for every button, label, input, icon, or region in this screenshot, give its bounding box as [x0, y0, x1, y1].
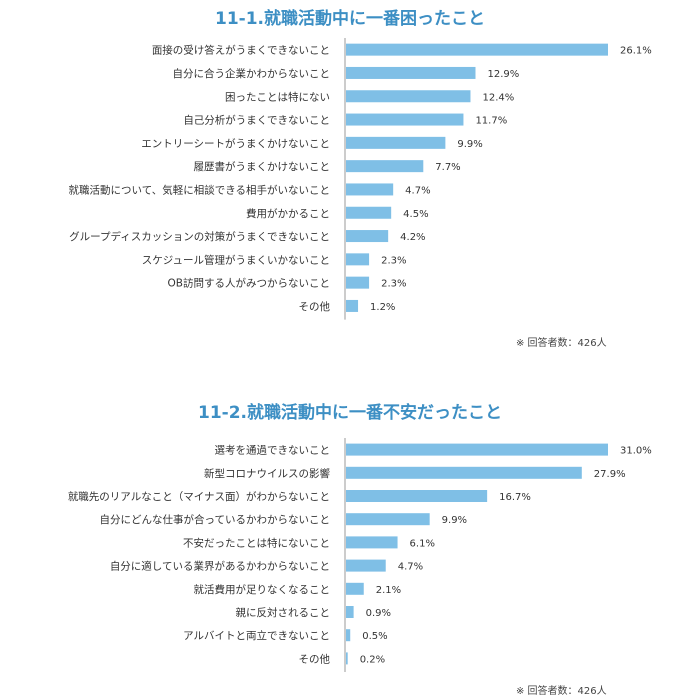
chart1-value-label: 9.9%: [457, 139, 482, 150]
chart1-bar: [346, 253, 370, 266]
chart1-value-label: 2.3%: [381, 279, 406, 290]
chart2-bar: [346, 629, 351, 642]
chart2-value-label: 27.9%: [594, 469, 626, 480]
chart1-category-label: 就職活動について、気軽に相談できる相手がいないこと: [69, 183, 330, 196]
chart2-value-label: 4.7%: [398, 562, 423, 573]
chart2-category-label: 選考を通過できないこと: [215, 444, 331, 457]
chart2-value-label: 9.9%: [442, 515, 467, 526]
chart1-category-label: 困ったことは特にない: [225, 91, 330, 103]
chart1-bar: [346, 113, 464, 126]
chart1-category-label: その他: [299, 300, 331, 313]
chart2-category-label: 自分にどんな仕事が合っているかわからないこと: [100, 513, 330, 526]
chart1-value-label: 26.1%: [620, 46, 652, 57]
chart2-bar: [346, 536, 398, 549]
chart2-category-label: 自分に適している業界があるかわからないこと: [110, 560, 330, 573]
chart2-footnote: ※ 回答者数：426人: [516, 686, 607, 697]
chart2-value-label: 6.1%: [410, 538, 435, 549]
chart2-category-label: その他: [299, 652, 331, 665]
chart2-value-label: 31.0%: [620, 446, 652, 457]
chart1-category-label: グループディスカッションの対策がうまくできないこと: [69, 230, 330, 243]
chart2-bar: [346, 606, 354, 618]
chart2-value-label: 0.9%: [366, 608, 391, 619]
chart1-category-label: 面接の受け答えがうまくできないこと: [152, 44, 330, 57]
chart1-svg: 面接の受け答えがうまくできないこと 26.1% 自分に合う企業かわからないこと 12.…: [69, 38, 652, 320]
chart1-bar: [346, 66, 476, 79]
chart2-value-label: 2.1%: [376, 585, 401, 596]
chart1-value-label: 7.7%: [435, 162, 460, 173]
chart1-category-label: 費用がかかること: [246, 207, 330, 220]
chart1-bar: [346, 276, 370, 289]
chart1-value-label: 2.3%: [381, 255, 406, 266]
chart1-category-label: スケジュール管理がうまくいかないこと: [142, 253, 330, 266]
chart1-bar: [346, 230, 389, 243]
chart1-value-label: 11.7%: [475, 116, 507, 127]
chart1-bar: [346, 90, 471, 103]
chart1-bar: [346, 43, 608, 56]
chart1-value-label: 1.2%: [370, 302, 395, 313]
chart2-category-label: 不安だったことは特にないこと: [183, 536, 330, 549]
chart1-category-label: エントリーシートがうまくかけないこと: [141, 137, 330, 150]
chart2-category-label: 就職先のリアルなこと（マイナス面）がわからないこと: [68, 490, 330, 503]
chart2-bar: [346, 513, 430, 526]
chart2-title: 11-2.就職活動中に一番不安だったこと: [198, 403, 502, 423]
chart2-bar: [346, 652, 348, 665]
chart1-bar: [346, 206, 392, 219]
chart1-bar: [346, 160, 424, 173]
chart1-value-label: 12.4%: [482, 92, 514, 103]
chart2-bar: [346, 443, 608, 456]
chart2-bar: [346, 466, 582, 479]
chart1-category-label: 自己分析がうまくできないこと: [183, 114, 330, 127]
chart1-bar: [346, 183, 394, 196]
chart1-value-label: 4.5%: [403, 209, 428, 220]
chart1-value-label: 4.2%: [400, 232, 425, 243]
chart1-bar: [346, 299, 359, 312]
chart2-bar: [346, 490, 488, 502]
chart2-category-label: 就活費用が足りなくなること: [194, 583, 331, 596]
chart1-bar: [346, 136, 446, 149]
chart2-category-label: 親に反対されること: [236, 606, 331, 619]
chart2-category-label: アルバイトと両立できないこと: [183, 629, 330, 642]
chart2-value-label: 0.2%: [360, 654, 385, 665]
chart1-title: 11-1.就職活動中に一番困ったこと: [215, 9, 485, 29]
chart2-svg: 選考を通過できないこと 31.0% 新型コロナウイルスの影響 27.9% 就職先のリアル…: [68, 438, 652, 672]
chart2-category-label: 新型コロナウイルスの影響: [204, 467, 330, 480]
chart2-value-label: 0.5%: [362, 631, 387, 642]
chart1-category-label: 自分に合う企業かわからないこと: [173, 67, 331, 80]
chart1-footnote: ※ 回答者数：426人: [516, 338, 607, 349]
chart1-category-label: OB訪問する人がみつからないこと: [168, 277, 330, 290]
chart2-bar: [346, 559, 386, 572]
chart2-value-label: 16.7%: [499, 492, 531, 503]
chart1-value-label: 4.7%: [405, 185, 430, 196]
chart1-value-label: 12.9%: [487, 69, 519, 80]
chart1-category-label: 履歴書がうまくかけないこと: [194, 160, 331, 173]
chart2-bar: [346, 582, 364, 595]
